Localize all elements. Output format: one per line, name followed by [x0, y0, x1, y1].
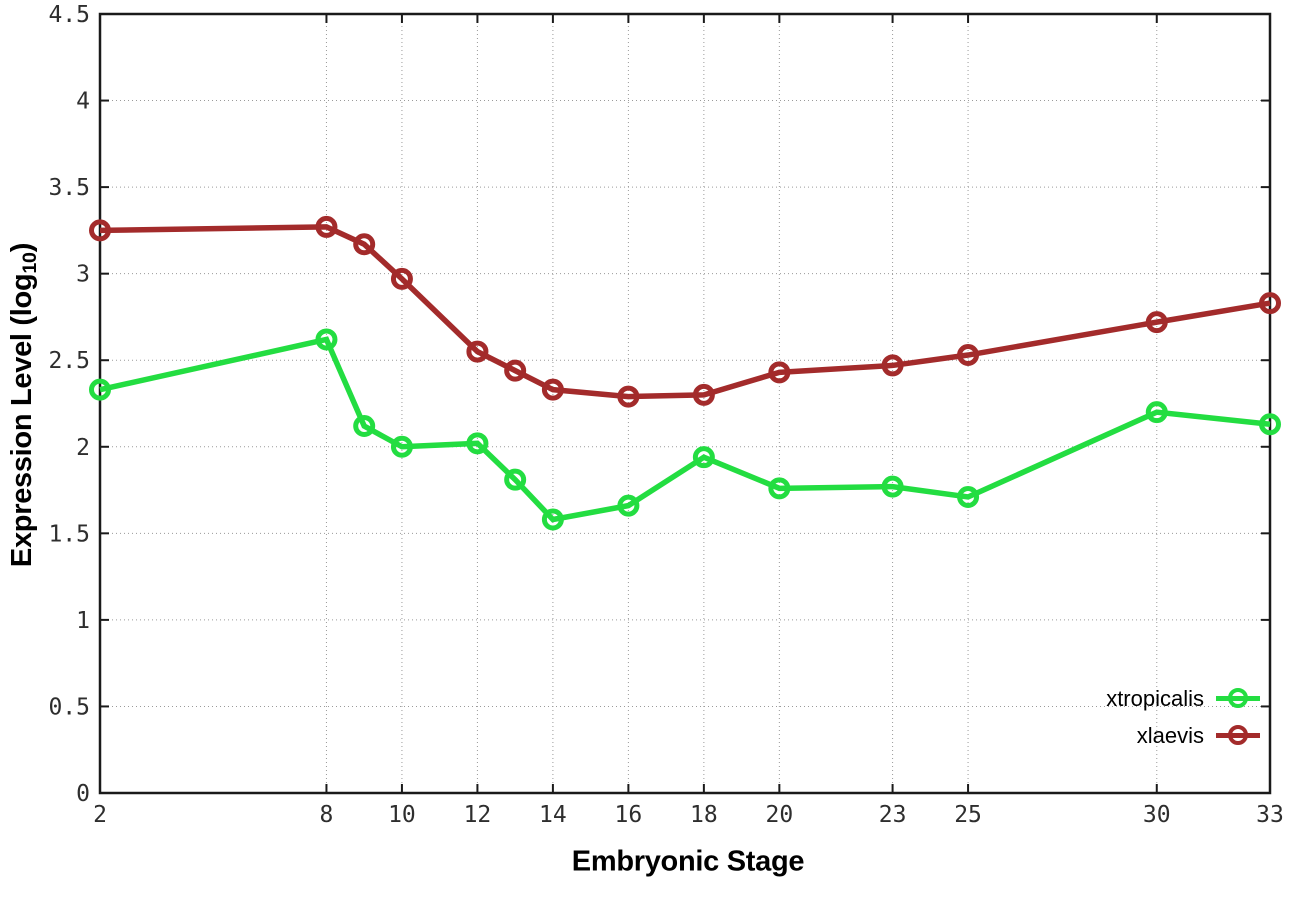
xlaevis-marker [881, 354, 904, 377]
x-tick-label: 23 [879, 802, 907, 828]
xlaevis-marker [353, 233, 376, 256]
y-tick-label: 0.5 [48, 694, 90, 720]
xlaevis-marker [768, 361, 791, 384]
xlaevis-marker [466, 340, 489, 363]
xtropicalis-marker [541, 508, 564, 531]
xtropicalis-marker [1259, 413, 1281, 436]
x-tick-label: 20 [766, 802, 794, 828]
y-tick-label: 4.5 [48, 2, 90, 28]
x-tick-label: 14 [539, 802, 567, 828]
x-tick-label: 8 [320, 802, 334, 828]
legend-label-xlaevis: xlaevis [1136, 722, 1204, 748]
xtropicalis-marker [1145, 401, 1168, 424]
y-tick-label: 1 [76, 608, 90, 634]
xtropicalis-marker [957, 485, 980, 508]
y-tick-label: 4 [76, 89, 90, 115]
xlaevis-marker [541, 378, 564, 401]
y-tick-label: 0 [76, 781, 90, 807]
legend: xtropicalis xlaevis [1106, 680, 1260, 754]
y-tick-label: 1.5 [48, 521, 90, 547]
y-tick-label: 3 [76, 262, 90, 288]
y-axis-label-text: Expression Level (log [6, 273, 39, 568]
xtropicalis-marker [617, 494, 640, 517]
y-axis-label-suffix: ) [6, 242, 39, 253]
y-axis-label-subscript: 10 [18, 252, 41, 274]
xlaevis-marker [692, 383, 715, 406]
xtropicalis-marker [881, 475, 904, 498]
xlaevis-marker [504, 359, 527, 382]
x-tick-label: 18 [690, 802, 718, 828]
legend-sample-circle-icon [1227, 688, 1248, 708]
xlaevis-marker [617, 385, 640, 408]
xtropicalis-marker [89, 378, 111, 401]
xtropicalis-marker [768, 477, 791, 500]
x-axis-label: Embryonic Stage [571, 845, 805, 878]
legend-item-xlaevis: xlaevis [1106, 717, 1260, 754]
y-tick-label: 3.5 [48, 175, 90, 201]
xtropicalis-marker [692, 446, 715, 469]
x-tick-label: 2 [93, 802, 107, 828]
xlaevis-line [99, 224, 1271, 400]
legend-item-xtropicalis: xtropicalis [1106, 680, 1260, 717]
plot-border [98, 12, 1272, 795]
x-tick-label: 30 [1143, 802, 1171, 828]
y-axis-label: Expression Level (log10) [6, 243, 42, 567]
x-tick-label: 33 [1256, 802, 1284, 828]
x-tick-label: 16 [615, 802, 643, 828]
xtropicalis-marker [466, 432, 489, 455]
xlaevis-marker [315, 215, 338, 238]
x-tick-label: 10 [388, 802, 416, 828]
xtropicalis-marker [353, 415, 376, 438]
xtropicalis-line [99, 336, 1271, 523]
xlaevis-marker [1259, 292, 1281, 315]
xtropicalis-marker [504, 468, 527, 491]
xlaevis-marker [957, 344, 980, 367]
x-tick-label: 12 [464, 802, 492, 828]
xlaevis-marker [1145, 311, 1168, 334]
xlaevis-marker [390, 267, 413, 290]
xlaevis-marker [89, 219, 111, 242]
xtropicalis-marker [315, 328, 338, 351]
x-tick-label: 25 [954, 802, 982, 828]
y-tick-label: 2.5 [48, 348, 90, 374]
legend-label-xtropicalis: xtropicalis [1106, 685, 1204, 711]
legend-sample-circle-icon [1227, 725, 1248, 745]
y-tick-label: 2 [76, 435, 90, 461]
xlaevis-line-marker-icon [1216, 724, 1260, 748]
xtropicalis-line-marker-icon [1216, 687, 1260, 711]
xtropicalis-marker [390, 435, 413, 458]
